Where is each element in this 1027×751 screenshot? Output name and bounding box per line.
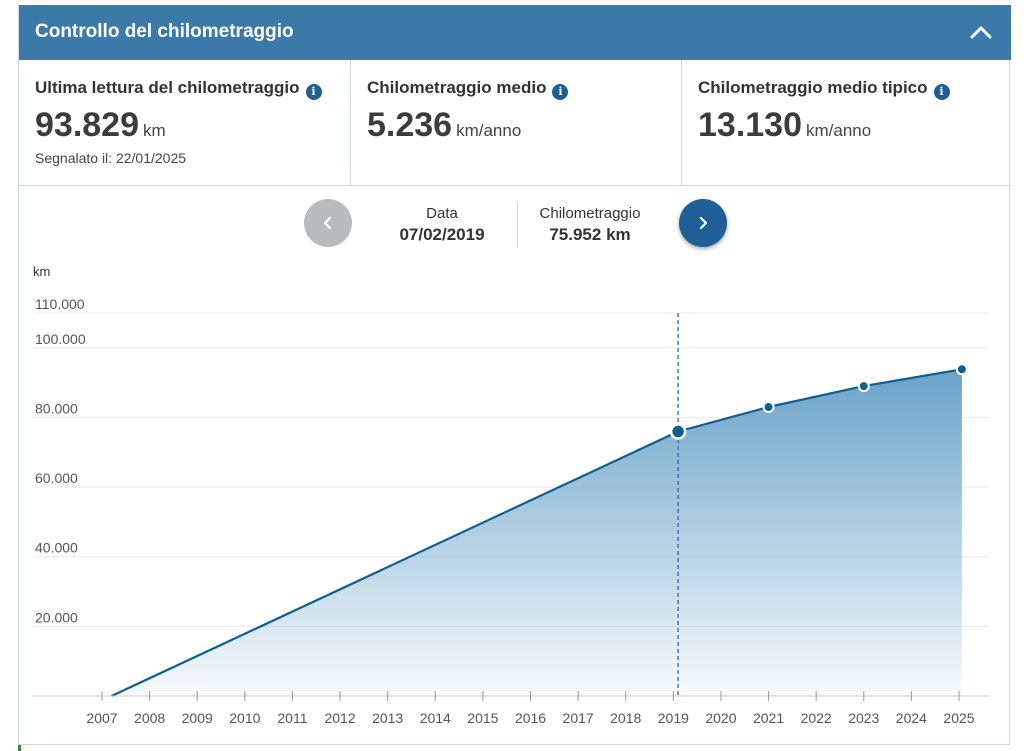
stat-unit: km/anno <box>806 121 872 140</box>
y-tick-label: 60.000 <box>35 470 78 486</box>
stat-label-text: Chilometraggio medio tipico <box>698 78 928 97</box>
reported-date: Segnalato il: 22/01/2025 <box>35 150 187 166</box>
data-point[interactable] <box>955 363 968 376</box>
y-tick-label: 100.000 <box>35 331 86 347</box>
stat-label: Ultima lettura del chilometraggio i <box>35 78 322 100</box>
stat-label: Chilometraggio medio i <box>367 78 569 100</box>
stat-typical-mileage: Chilometraggio medio tipico i 13.130 km/an… <box>681 60 1011 185</box>
x-tick-label: 2012 <box>324 710 355 726</box>
x-tick-label: 2025 <box>943 710 974 726</box>
stat-unit: km/anno <box>456 121 522 140</box>
x-tick-label: 2008 <box>134 710 165 726</box>
y-tick-label: 40.000 <box>35 540 78 556</box>
mileage-area <box>111 369 962 696</box>
x-tick-label: 2021 <box>753 710 784 726</box>
chevron-right-icon <box>699 216 708 230</box>
stat-label-text: Ultima lettura del chilometraggio <box>35 78 300 97</box>
info-icon[interactable]: i <box>305 84 322 100</box>
y-tick-label: 80.000 <box>35 400 78 416</box>
x-tick-label: 2018 <box>610 710 641 726</box>
info-icon[interactable]: i <box>933 84 950 100</box>
y-axis-unit: km <box>33 264 50 279</box>
x-tick-label: 2016 <box>515 710 546 726</box>
bottom-accent-bar <box>18 745 21 751</box>
stat-value: 93.829 km <box>35 106 166 145</box>
data-point[interactable] <box>857 380 870 393</box>
info-icon[interactable]: i <box>552 84 569 100</box>
selected-date-value: 07/02/2019 <box>399 225 485 244</box>
x-tick-label: 2013 <box>372 710 403 726</box>
y-tick-label: 110.000 <box>35 296 85 312</box>
stat-value: 13.130 km/anno <box>698 106 871 145</box>
stat-label: Chilometraggio medio tipico i <box>698 78 950 100</box>
x-tick-label: 2014 <box>420 710 451 726</box>
collapse-button[interactable] <box>963 15 999 51</box>
x-tick-label: 2024 <box>896 710 927 726</box>
stat-number: 13.130 <box>698 106 802 144</box>
data-points <box>669 363 968 440</box>
x-tick-label: 2010 <box>229 710 260 726</box>
x-tick-label: 2017 <box>563 710 594 726</box>
panel-header: Controllo del chilometraggio <box>19 5 1011 60</box>
x-axis-ticks: 2007 2008 2009 2010 2011 2012 2013 2014 2015 2016… <box>86 691 975 726</box>
stat-value: 5.236 km/anno <box>367 106 521 145</box>
stat-unit: km <box>143 121 166 140</box>
stat-number: 93.829 <box>35 106 139 144</box>
x-tick-label: 2019 <box>658 710 689 726</box>
x-tick-label: 2023 <box>848 710 879 726</box>
panel-title: Controllo del chilometraggio <box>35 21 294 42</box>
y-tick-label: 20.000 <box>35 609 78 625</box>
y-axis-ticks: 20.000 40.000 60.000 80.000 100.000 110.000 <box>35 296 86 625</box>
previous-reading-button[interactable] <box>304 199 352 247</box>
mileage-chart[interactable]: km 20.000 40.000 60.000 80.000 100.000 110.00… <box>19 5 1011 740</box>
selected-mileage-label: Chilometraggio <box>539 205 641 222</box>
stat-number: 5.236 <box>367 106 453 144</box>
selected-mileage-value: 75.952 km <box>549 225 631 244</box>
selected-date: Data 07/02/2019 <box>382 205 502 245</box>
reading-navigator: Data 07/02/2019 Chilometraggio 75.952 km <box>19 186 1011 276</box>
x-tick-label: 2015 <box>467 710 498 726</box>
selected-data-point[interactable] <box>669 423 687 440</box>
stat-average-mileage: Chilometraggio medio i 5.236 km/anno <box>350 60 681 185</box>
selected-mileage: Chilometraggio 75.952 km <box>517 202 662 248</box>
x-tick-label: 2020 <box>705 710 736 726</box>
next-reading-button[interactable] <box>679 199 727 247</box>
data-point[interactable] <box>762 401 775 414</box>
x-tick-label: 2009 <box>182 710 213 726</box>
x-tick-label: 2022 <box>801 710 832 726</box>
stats-row: Ultima lettura del chilometraggio i 93.82… <box>19 60 1011 186</box>
x-tick-label: 2011 <box>277 710 307 726</box>
stat-label-text: Chilometraggio medio <box>367 78 547 97</box>
chevron-left-icon <box>323 216 332 230</box>
chevron-up-icon <box>970 26 992 39</box>
mileage-panel: Controllo del chilometraggio Ultima lett… <box>18 5 1011 745</box>
selected-date-label: Data <box>426 205 458 222</box>
stat-last-reading: Ultima lettura del chilometraggio i 93.82… <box>19 60 350 185</box>
x-tick-label: 2007 <box>86 710 117 726</box>
